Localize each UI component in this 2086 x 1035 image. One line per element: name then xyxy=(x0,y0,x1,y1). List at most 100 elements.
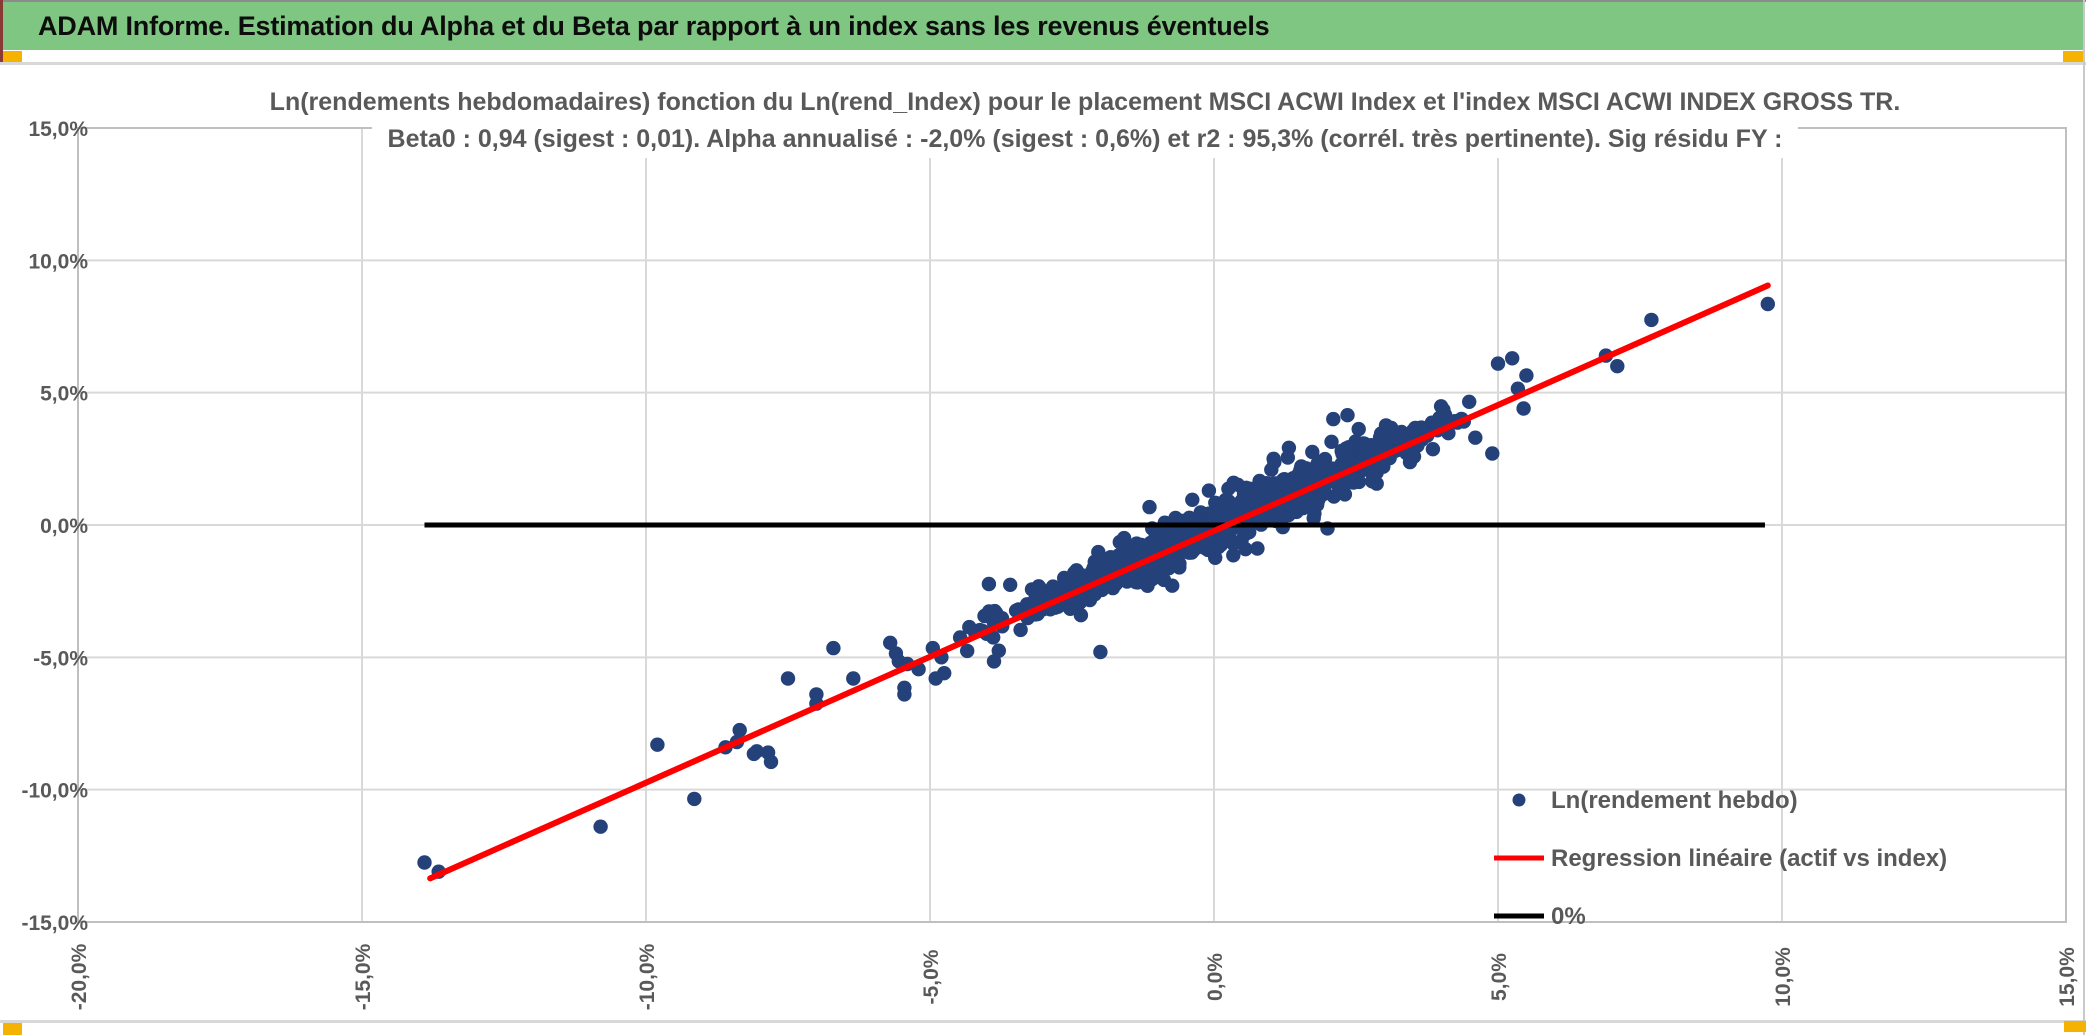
scatter-point xyxy=(780,671,796,686)
x-axis-tick-label: 15,0% xyxy=(2056,947,2079,1007)
scatter-point xyxy=(1221,528,1237,543)
scatter-point xyxy=(687,791,702,807)
scatter-point xyxy=(1142,499,1157,515)
scatter-point xyxy=(417,855,432,870)
scatter-point xyxy=(1324,434,1339,449)
y-axis-tick-label: 0,0% xyxy=(40,515,88,538)
scatter-point xyxy=(1519,368,1534,383)
scatter-point xyxy=(1032,580,1047,596)
bottom-divider-rule xyxy=(0,1020,2086,1023)
x-axis-tick-label: 0,0% xyxy=(1204,953,1227,1001)
scatter-point xyxy=(1238,542,1253,557)
legend-label: 0% xyxy=(1551,903,1586,930)
scatter-point xyxy=(1073,608,1089,623)
page-corner-mark-bottom-left xyxy=(3,1023,22,1035)
scatter-point xyxy=(986,654,1002,669)
scatter-point xyxy=(1200,542,1216,558)
legend-marker-dot xyxy=(1512,793,1526,807)
scatter-point xyxy=(1093,644,1108,660)
scatter-point xyxy=(763,754,779,770)
scatter-point xyxy=(1305,444,1320,460)
window-left-edge xyxy=(0,0,3,63)
scatter-point xyxy=(1003,577,1018,592)
scatter-point xyxy=(960,643,975,659)
scatter-point xyxy=(1266,451,1281,466)
scatter-point xyxy=(1280,450,1296,465)
legend-label: Regression linéaire (actif vs index) xyxy=(1551,845,1947,872)
x-axis-tick-label: -15,0% xyxy=(352,943,375,1010)
scatter-point xyxy=(1462,394,1477,409)
scatter-point xyxy=(1091,544,1106,560)
scatter-point xyxy=(1167,557,1182,572)
scatter-point xyxy=(1376,459,1391,474)
y-axis-tick-label: -5,0% xyxy=(33,647,88,670)
scatter-point xyxy=(593,819,608,834)
scatter-point xyxy=(1087,587,1103,602)
page-corner-mark-top-left xyxy=(3,51,22,62)
page-corner-mark-bottom-right xyxy=(2064,1021,2086,1032)
page-corner-mark-top-right xyxy=(2063,51,2083,62)
top-divider-rule xyxy=(0,62,2086,65)
scatter-point xyxy=(826,640,841,656)
scatter-point xyxy=(846,671,861,686)
x-axis-tick-label: -5,0% xyxy=(920,949,943,1004)
y-axis-tick-label: -15,0% xyxy=(21,912,88,935)
scatter-point xyxy=(1302,496,1317,511)
y-axis-tick-label: 10,0% xyxy=(28,250,88,273)
scatter-point xyxy=(1221,481,1236,496)
scatter-point xyxy=(1357,436,1372,451)
scatter-point xyxy=(732,722,747,738)
scatter-point xyxy=(1351,421,1366,437)
scatter-point xyxy=(1326,411,1341,427)
legend-label: Ln(rendement hebdo) xyxy=(1551,787,1798,814)
scatter-point xyxy=(1072,595,1088,610)
scatter-point xyxy=(749,744,764,759)
scatter-point xyxy=(1346,471,1361,486)
scatter-point xyxy=(1425,442,1441,457)
scatter-point xyxy=(1140,578,1155,593)
scatter-point xyxy=(883,635,898,650)
scatter-point xyxy=(897,687,912,702)
scatter-point xyxy=(1516,401,1531,416)
scatter-point xyxy=(1134,537,1149,553)
scatter-point xyxy=(1408,420,1423,436)
scatter-point xyxy=(1644,312,1659,328)
scatter-point xyxy=(1250,541,1265,556)
y-axis-tick-label: 5,0% xyxy=(40,383,88,406)
scatter-point xyxy=(1212,505,1227,521)
page-title: ADAM Informe. Estimation du Alpha et du … xyxy=(38,10,1270,41)
scatter-point xyxy=(981,576,997,592)
scatter-point xyxy=(1610,359,1625,374)
scatter-point xyxy=(1760,296,1776,312)
scatter-point xyxy=(1201,483,1217,498)
scatter-point xyxy=(937,666,952,681)
scatter-point xyxy=(1226,548,1241,563)
window-top-border xyxy=(0,0,2086,2)
scatter-point xyxy=(986,630,1001,645)
scatter-point xyxy=(1013,622,1028,638)
scatter-point xyxy=(991,643,1006,658)
scatter-point xyxy=(1337,487,1353,502)
x-axis-tick-label: 5,0% xyxy=(1488,953,1511,1001)
scatter-point xyxy=(1242,525,1257,540)
scatter-point xyxy=(1485,446,1500,461)
header-bar: ADAM Informe. Estimation du Alpha et du … xyxy=(0,2,2085,50)
y-axis-tick-label: 15,0% xyxy=(28,118,88,141)
window-right-edge xyxy=(2083,0,2085,1035)
scatter-point xyxy=(1340,408,1355,423)
x-axis-tick-label: -10,0% xyxy=(636,943,659,1010)
scatter-point xyxy=(1505,351,1520,366)
y-axis-tick-label: -10,0% xyxy=(21,780,88,803)
regression-line xyxy=(427,282,1771,882)
scatter-point xyxy=(1156,533,1172,548)
scatter-point xyxy=(650,737,665,752)
scatter-point xyxy=(1388,430,1403,446)
scatter-point xyxy=(1406,449,1422,464)
scatter-point xyxy=(1490,356,1506,371)
x-axis-tick-label: -20,0% xyxy=(68,943,91,1010)
scatter-point xyxy=(1468,430,1483,445)
x-axis-tick-label: 10,0% xyxy=(1772,947,1795,1007)
scatter-point xyxy=(1069,570,1085,585)
